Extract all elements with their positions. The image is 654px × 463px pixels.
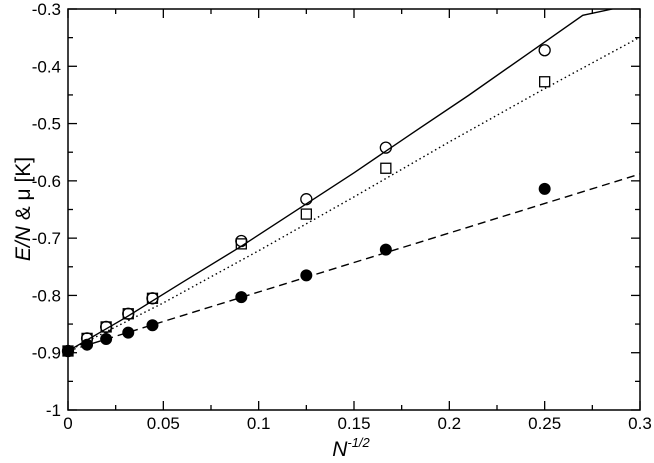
y-tick-label: -0.4	[32, 57, 61, 76]
filled-circle-point	[379, 243, 392, 256]
filled-circle-point	[300, 269, 313, 282]
fit-line-dotted	[68, 36, 640, 352]
plot-frame	[67, 8, 641, 411]
open-square-point	[122, 308, 134, 320]
x-tick-label: 0.1	[247, 414, 271, 433]
fit-lines	[68, 9, 640, 352]
x-tick-label: 0.25	[528, 414, 561, 433]
open-square-point	[100, 321, 112, 333]
fit-line-dashed	[68, 173, 640, 352]
open-square-point	[300, 208, 312, 220]
y-tick-label: -0.3	[32, 0, 61, 19]
open-circle-point	[235, 234, 248, 248]
x-axis-title: N-1/2	[332, 435, 370, 461]
y-axis-title-rest: & μ [K]	[12, 157, 35, 226]
open-square-point	[235, 238, 247, 250]
open-square-point	[539, 76, 551, 88]
y-tick-label: -0.8	[32, 286, 61, 305]
open-circle-point	[300, 193, 313, 206]
filled-circle-point	[122, 326, 135, 339]
x-tick-label: 0.15	[337, 414, 370, 433]
filled-circle-point	[100, 332, 113, 345]
y-tick-labels: -1 -0.9 -0.8 -0.7 -0.6 -0.5 -0.4 -0.3	[32, 0, 61, 420]
y-axis-title-italic: E/N	[12, 225, 35, 261]
x-tick-label: 0	[63, 414, 72, 433]
x-tick-label: 0.2	[438, 414, 462, 433]
y-axis-title: E/N & μ [K]	[12, 157, 35, 261]
axis-ticks	[67, 8, 641, 411]
filled-circle-point	[146, 319, 159, 332]
filled-circle-point	[81, 338, 94, 351]
fit-line-solid	[68, 9, 613, 352]
open-square-point	[146, 292, 159, 304]
x-tick-labels: 0 0.05 0.1 0.15 0.2 0.25 0.3	[63, 414, 652, 433]
x-axis-title-exponent: -1/2	[347, 435, 370, 450]
filled-circle-point	[538, 182, 551, 195]
y-tick-label: -0.9	[32, 344, 61, 363]
open-circle-point	[538, 44, 551, 57]
x-tick-label: 0.05	[147, 414, 180, 433]
y-tick-label: -0.5	[32, 115, 61, 134]
filled-circle-point	[235, 291, 248, 304]
data-markers	[61, 44, 551, 358]
x-tick-label: 0.3	[628, 414, 652, 433]
y-tick-label: -0.6	[32, 172, 61, 191]
open-square-point	[380, 162, 392, 174]
y-tick-label: -0.7	[32, 229, 61, 248]
open-circle-point	[379, 141, 392, 154]
x-axis-title-base: N	[332, 438, 348, 461]
y-tick-label: -1	[46, 401, 61, 420]
